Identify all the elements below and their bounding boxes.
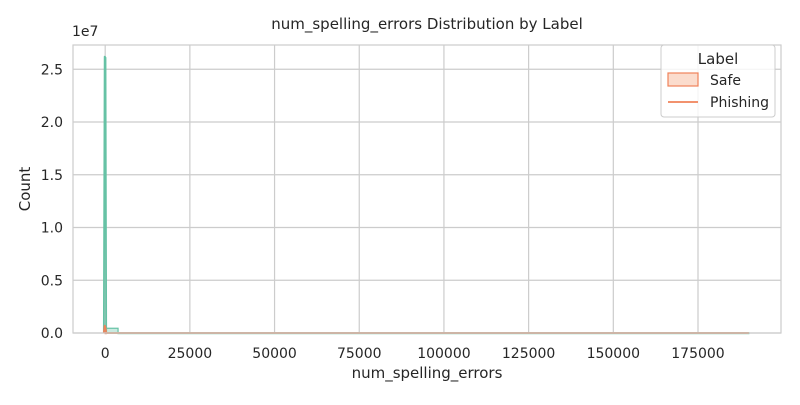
legend-label-safe: Safe [710,73,741,89]
x-tick-label: 150000 [587,346,640,362]
x-tick-label: 100000 [417,346,470,362]
x-axis-label: num_spelling_errors [352,364,503,383]
x-tick-label: 125000 [502,346,555,362]
y-tick-label: 0.0 [41,326,63,342]
plot-frame [72,44,782,334]
x-tick-label: 175000 [671,346,724,362]
y-tick-label: 1.0 [41,221,63,237]
y-tick-label: 1.5 [41,168,63,184]
legend-title: Label [698,50,738,68]
legend-label-phishing: Phishing [710,95,769,111]
x-tick-label: 50000 [252,346,297,362]
legend-swatch-safe [667,72,699,87]
y-tick-label: 2.0 [41,115,63,131]
y-tick-label: 2.5 [41,62,63,78]
x-tick-label: 25000 [168,346,213,362]
legend-box [660,44,776,118]
x-tick-label: 0 [101,346,110,362]
y-offset-label: 1e7 [72,24,98,40]
legend: Label Safe Phishing [660,44,776,118]
chart-title: num_spelling_errors Distribution by Labe… [271,15,583,34]
y-tick-label: 0.5 [41,273,63,289]
x-tick-label: 75000 [337,346,382,362]
axis-ticks: 0 25000 50000 75000 100000 125000 150000 175000… [41,62,725,362]
y-axis-label: Count [16,167,34,212]
